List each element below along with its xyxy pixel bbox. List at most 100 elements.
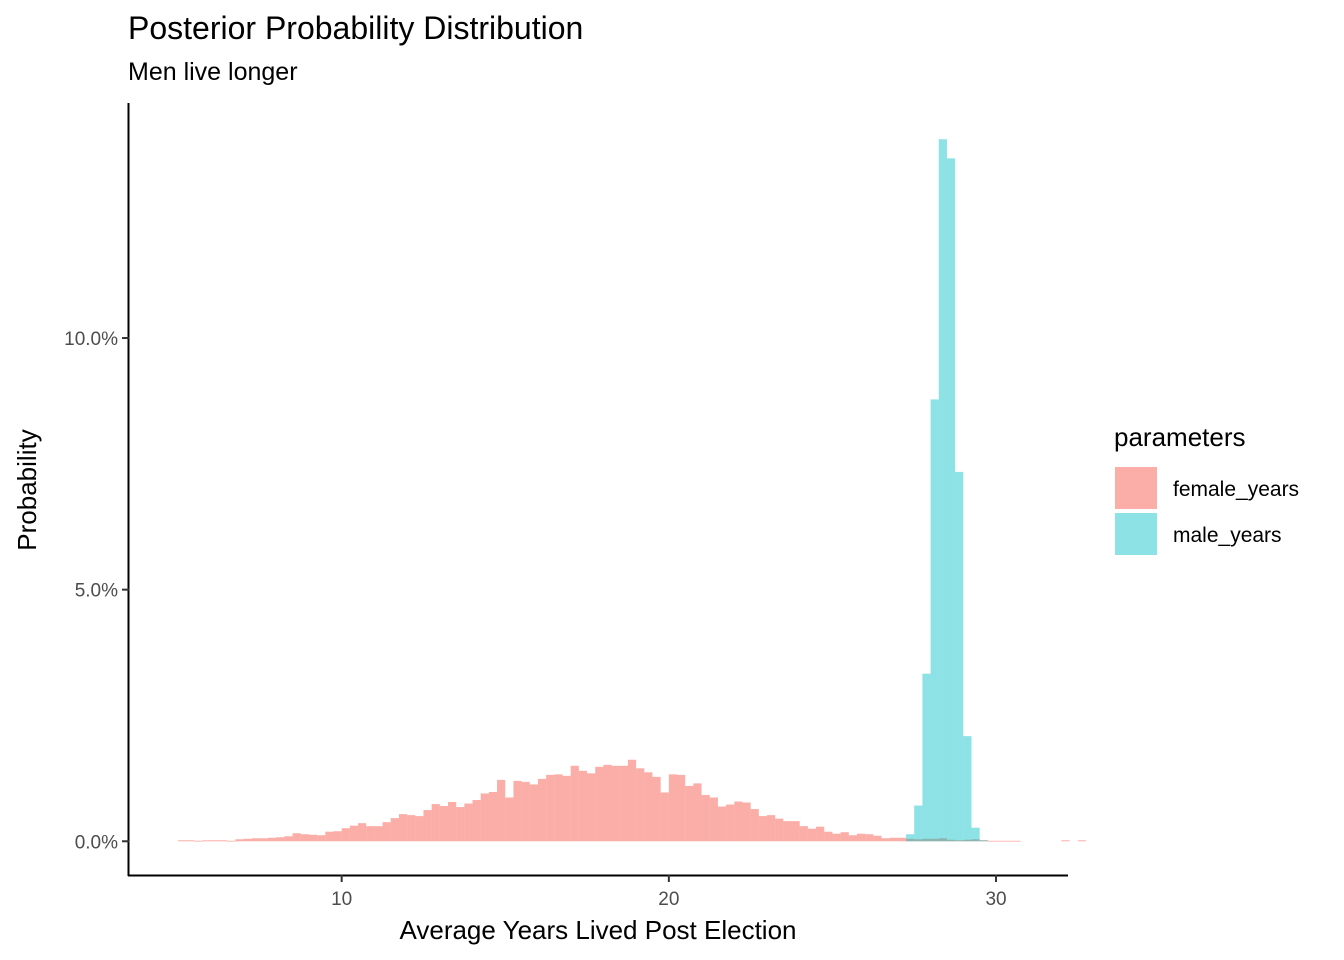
- histogram-bar-female_years: [709, 797, 718, 842]
- histogram-bar-female_years: [423, 810, 432, 842]
- legend-title: parameters: [1114, 422, 1246, 452]
- histogram-bar-male_years: [955, 471, 964, 842]
- histogram-bar-female_years: [734, 801, 743, 842]
- histogram-bar-female_years: [333, 831, 342, 842]
- histogram-bar-female_years: [546, 774, 555, 842]
- histogram-bar-female_years: [562, 775, 571, 842]
- histogram-bar-female_years: [464, 803, 473, 842]
- histogram-bar-female_years: [186, 840, 195, 842]
- histogram-bar-female_years: [415, 816, 424, 842]
- histogram-bar-female_years: [292, 833, 301, 842]
- histogram-bar-female_years: [448, 802, 457, 842]
- histogram-bar-female_years: [349, 825, 359, 842]
- histogram-bar-female_years: [636, 768, 645, 842]
- histogram-bar-female_years: [603, 764, 612, 842]
- histogram-bar-female_years: [783, 821, 792, 842]
- histogram-bar-male_years: [946, 158, 956, 842]
- histogram-bar-female_years: [398, 814, 408, 842]
- histogram-bar-female_years: [497, 779, 506, 842]
- histogram-bar-female_years: [873, 835, 882, 842]
- y-tick-label: 5.0%: [75, 581, 118, 602]
- histogram-bar-female_years: [627, 759, 637, 842]
- histogram-bar-female_years: [178, 840, 187, 842]
- histogram-bar-female_years: [358, 823, 367, 842]
- ticks-layer: 10 20 30 0.0% 5.0% 10.0%: [64, 329, 1006, 910]
- histogram-bar-male_years: [979, 840, 988, 842]
- histogram-bar-female_years: [881, 838, 890, 842]
- histogram-bar-female_years: [971, 839, 980, 842]
- histogram-bar-female_years: [897, 837, 907, 842]
- histogram-bar-female_years: [840, 832, 849, 842]
- histogram-bar-female_years: [341, 828, 350, 842]
- histogram-bar-female_years: [848, 835, 857, 842]
- legend-label-female_years: female_years: [1173, 478, 1299, 501]
- histogram-bar-female_years: [750, 809, 759, 842]
- chart-subtitle: Men live longer: [128, 58, 298, 86]
- legend: parameters female_years male_years: [1114, 422, 1299, 555]
- histogram-bar-female_years: [194, 840, 203, 842]
- histogram-bar-female_years: [210, 840, 219, 842]
- histogram-bar-female_years: [472, 800, 481, 842]
- histogram-bar-female_years: [824, 831, 833, 842]
- chart-title: Posterior Probability Distribution: [128, 10, 584, 46]
- histogram-bar-female_years: [259, 838, 269, 842]
- histogram-bar-female_years: [1077, 840, 1086, 842]
- histogram-bar-female_years: [456, 807, 465, 842]
- legend-swatch-female_years: [1115, 467, 1157, 509]
- legend-items: female_years male_years: [1115, 467, 1299, 555]
- histogram-bar-female_years: [554, 774, 563, 842]
- histogram-bar-female_years: [807, 828, 817, 842]
- histogram-bar-female_years: [1004, 840, 1013, 842]
- histogram-bar-female_years: [300, 834, 309, 842]
- histogram-bar-female_years: [775, 818, 784, 842]
- histogram-bar-female_years: [251, 838, 260, 842]
- histogram-bar-female_years: [832, 833, 841, 842]
- histogram-bar-female_years: [685, 785, 694, 842]
- histogram-bar-female_years: [513, 780, 522, 842]
- histogram-bar-female_years: [987, 840, 997, 842]
- histogram-bar-female_years: [693, 783, 702, 842]
- histogram-bar-female_years: [946, 839, 956, 842]
- histogram-bar-female_years: [407, 815, 416, 842]
- histogram-bar-male_years: [914, 805, 923, 842]
- histogram-bar-female_years: [906, 838, 915, 842]
- x-tick-label: 10: [331, 889, 352, 910]
- histogram-bar-female_years: [742, 802, 751, 842]
- histogram-bar-female_years: [619, 765, 628, 842]
- histogram-bar-female_years: [431, 804, 440, 842]
- histogram-bar-female_years: [856, 833, 866, 842]
- histogram-bar-female_years: [955, 840, 964, 842]
- histogram-bar-female_years: [488, 791, 498, 842]
- histogram-bar-female_years: [243, 838, 252, 842]
- histogram-bar-female_years: [1061, 840, 1070, 842]
- y-tick-label: 0.0%: [75, 832, 118, 853]
- histogram-bar-male_years: [906, 834, 915, 842]
- legend-label-male_years: male_years: [1173, 524, 1282, 547]
- legend-swatch-male_years: [1115, 513, 1157, 555]
- histogram-bar-female_years: [1012, 840, 1021, 842]
- histogram-bar-female_years: [529, 784, 538, 842]
- histogram-bar-female_years: [366, 826, 375, 842]
- histogram-bar-female_years: [578, 770, 588, 842]
- histogram-bar-female_years: [611, 765, 620, 842]
- histogram-bar-female_years: [235, 839, 244, 842]
- histogram-bar-male_years: [938, 139, 947, 842]
- y-tick-label: 10.0%: [64, 329, 118, 350]
- histogram-bar-female_years: [276, 837, 285, 842]
- x-axis-title: Average Years Lived Post Election: [399, 915, 796, 945]
- bars-layer: [178, 139, 1086, 842]
- histogram-bar-female_years: [922, 838, 931, 842]
- histogram-bar-female_years: [668, 774, 678, 842]
- histogram-bar-female_years: [996, 840, 1005, 842]
- x-tick-label: 20: [658, 889, 679, 910]
- histogram-bar-female_years: [308, 834, 318, 842]
- histogram-bar-female_years: [587, 773, 596, 842]
- histogram-bar-female_years: [505, 797, 514, 842]
- histogram-bar-female_years: [480, 793, 489, 842]
- histogram-bar-female_years: [889, 837, 898, 842]
- histogram-bar-female_years: [284, 836, 293, 842]
- histogram-bar-female_years: [218, 840, 228, 842]
- histogram-bar-female_years: [914, 839, 923, 842]
- histogram-bar-female_years: [439, 806, 448, 842]
